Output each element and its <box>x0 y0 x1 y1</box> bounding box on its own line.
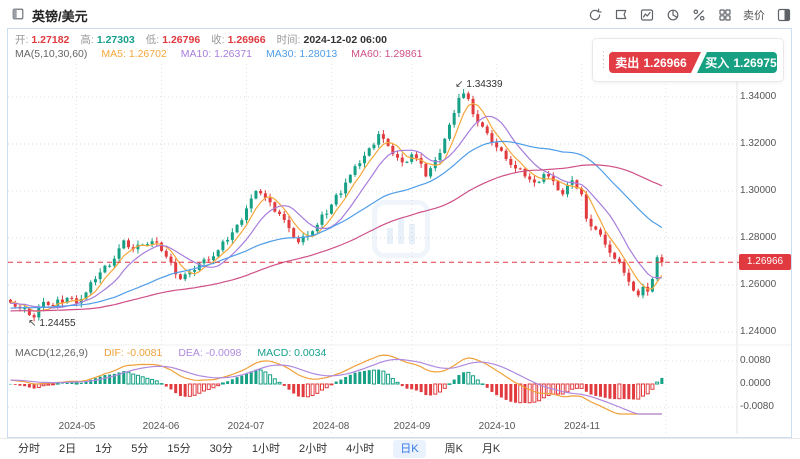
low-value: 1.26796 <box>162 34 201 46</box>
sell-price-toggle[interactable]: 卖价 <box>743 10 765 22</box>
current-price-badge: 1.26966 <box>739 254 791 270</box>
price-tick: 1.32000 <box>740 138 777 149</box>
high-value: 1.27303 <box>96 34 135 46</box>
page-title: 英镑/美元 <box>32 9 88 24</box>
tab-30min[interactable]: 30分 <box>209 443 233 455</box>
ma10-value: MA10: 1.26371 <box>180 48 253 60</box>
quote-row: 开: 1.27182 高: 1.27303 低: 1.26796 收: 1.26966 … <box>15 32 387 47</box>
refresh-icon[interactable] <box>586 7 603 24</box>
panel-collapse-icon[interactable] <box>11 7 25 21</box>
ma-legend: MA(5,10,30,60) MA5: 1.26702 MA10: 1.2637… <box>15 48 423 60</box>
macd-value: MACD: 0.0034 <box>257 347 327 359</box>
open-value: 1.27182 <box>31 34 70 46</box>
close-value: 1.26966 <box>227 34 266 46</box>
arrow-icon: ↖ <box>28 318 37 329</box>
macd-tick: 0.0000 <box>740 378 771 389</box>
tab-15min[interactable]: 15分 <box>167 443 191 455</box>
buy-button[interactable]: 买入 1.26975 <box>697 52 777 73</box>
price-tick: 1.34000 <box>740 91 777 102</box>
sell-button[interactable]: 卖出 1.26966 <box>609 52 701 73</box>
open-field: 开: 1.27182 <box>15 34 70 46</box>
macd-legend: MACD(12,26,9) DIF: -0.0081 DEA: -0.0098 … <box>15 347 326 359</box>
x-axis-label: 2024-08 <box>312 421 350 432</box>
x-axis-label: 2024-06 <box>142 421 180 432</box>
macd-tick: -0.0080 <box>740 401 774 412</box>
low-annotation: ↖ 1.24455 <box>28 318 76 329</box>
tab-daily-k[interactable]: 日K <box>393 440 426 458</box>
flag-icon[interactable] <box>612 7 629 24</box>
price-tick: 1.24000 <box>740 326 777 337</box>
timeframe-bar: 分时 2日 1分 5分 15分 30分 1小时 2小时 4小时 日K 周K 月K <box>0 438 800 459</box>
macd-settings-label: MACD(12,26,9) <box>15 347 88 359</box>
sell-button-price: 1.26966 <box>643 55 687 70</box>
chart-style-icon[interactable] <box>638 7 655 24</box>
tab-weekly-k[interactable]: 周K <box>444 443 463 455</box>
ma60-value: MA60: 1.29861 <box>351 48 423 60</box>
chart-panel <box>7 28 792 438</box>
ma5-value: MA5: 1.26702 <box>101 48 167 60</box>
tab-4hour[interactable]: 4小时 <box>346 443 375 455</box>
tab-1min[interactable]: 1分 <box>95 443 113 455</box>
x-axis-label: 2024-05 <box>58 421 96 432</box>
x-axis-label: 2024-11 <box>564 421 600 432</box>
pie-chart-icon[interactable] <box>664 7 681 24</box>
high-field: 高: 1.27303 <box>80 34 135 46</box>
macd-tick: 0.0080 <box>740 355 771 366</box>
tab-5min[interactable]: 5分 <box>131 443 149 455</box>
tab-2day[interactable]: 2日 <box>59 443 77 455</box>
time-value: 2024-12-02 06:00 <box>303 34 387 46</box>
tab-monthly-k[interactable]: 月K <box>481 443 501 455</box>
ma-settings-label: MA(5,10,30,60) <box>15 48 88 60</box>
tab-2hour[interactable]: 2小时 <box>299 443 328 455</box>
dif-value: DIF: -0.0081 <box>103 347 163 359</box>
x-axis-label: 2024-10 <box>478 421 516 432</box>
x-axis-label: 2024-07 <box>227 421 265 432</box>
panel-toggle-icon[interactable] <box>775 7 792 24</box>
tab-1hour[interactable]: 1小时 <box>251 443 280 455</box>
price-tick: 1.28000 <box>740 232 777 243</box>
buy-button-price: 1.26975 <box>733 55 777 70</box>
price-tick: 1.26000 <box>740 279 777 290</box>
chart-toolbar: 卖价 <box>586 5 792 25</box>
x-axis-label: 2024-09 <box>393 421 431 432</box>
tab-timeshare[interactable]: 分时 <box>18 443 40 455</box>
price-tick: 1.30000 <box>740 185 777 196</box>
grid-layout-icon[interactable] <box>716 7 733 24</box>
arrow-icon: ↙ <box>455 79 464 90</box>
time-field: 时间: 2024-12-02 06:00 <box>276 34 387 46</box>
trade-card: ⋮⋮ ⋮⋮ 卖出 1.26966 买入 1.26975 <box>592 38 784 82</box>
close-field: 收: 1.26966 <box>211 34 266 46</box>
dea-value: DEA: -0.0098 <box>178 347 242 359</box>
watermark-logo <box>372 200 430 258</box>
percent-icon[interactable] <box>690 7 707 24</box>
drag-handle-icon[interactable]: ⋮⋮ ⋮⋮ <box>598 50 618 70</box>
ma30-value: MA30: 1.28013 <box>266 48 338 60</box>
high-annotation: ↙ 1.34339 <box>455 79 503 90</box>
low-field: 低: 1.26796 <box>145 34 201 46</box>
title-bar: 英镑/美元 卖价 <box>0 0 800 28</box>
